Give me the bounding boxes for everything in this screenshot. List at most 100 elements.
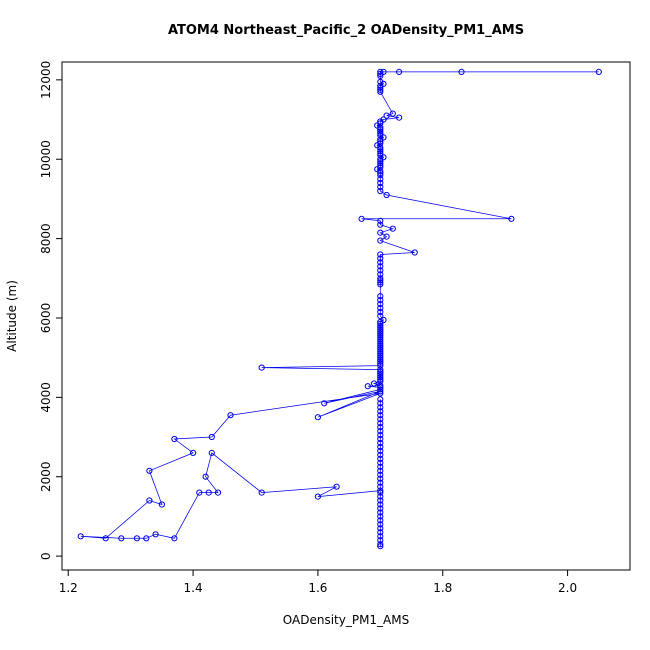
- data-point: [377, 84, 384, 91]
- data-point: [377, 443, 384, 451]
- data-point: [377, 326, 384, 333]
- data-line-series: [80, 71, 599, 547]
- data-point: [377, 338, 384, 345]
- data-point: [171, 535, 178, 542]
- data-point: [377, 336, 384, 343]
- data-point: [377, 334, 384, 341]
- data-point: [377, 483, 384, 490]
- data-point: [377, 489, 384, 496]
- data-point: [377, 366, 384, 373]
- y-axis-label: Altitude (m): [5, 280, 19, 352]
- data-point: [258, 364, 265, 371]
- data-point: [396, 114, 403, 121]
- data-point: [377, 118, 384, 125]
- data-point: [377, 374, 384, 381]
- data-point: [377, 140, 384, 147]
- data-point: [377, 455, 384, 462]
- data-point: [190, 449, 197, 456]
- data-point: [377, 297, 384, 304]
- data-point: [196, 489, 203, 496]
- data-point: [377, 322, 384, 329]
- data-point: [377, 305, 384, 312]
- data-point: [377, 144, 384, 151]
- data-point: [377, 356, 384, 363]
- data-point: [377, 183, 384, 191]
- data-point: [377, 330, 384, 337]
- data-point: [374, 166, 381, 173]
- data-point: [377, 255, 384, 262]
- x-tick-label: 1.2: [59, 581, 78, 595]
- data-point: [377, 358, 384, 365]
- data-point: [377, 408, 384, 415]
- data-point: [380, 80, 387, 87]
- data-point: [396, 68, 403, 76]
- data-point: [377, 543, 384, 550]
- data-point: [377, 493, 384, 500]
- data-point: [374, 122, 381, 129]
- y-tick-label: 0: [39, 552, 53, 560]
- data-point: [380, 116, 387, 123]
- data-point: [364, 383, 371, 390]
- y-tick-label: 6000: [39, 303, 53, 334]
- data-point: [377, 271, 384, 278]
- data-point: [377, 176, 384, 183]
- data-point: [377, 370, 384, 377]
- data-point: [377, 386, 384, 393]
- data-point: [383, 112, 390, 119]
- data-point: [377, 120, 384, 127]
- data-point: [377, 130, 384, 137]
- data-point: [371, 380, 378, 387]
- data-point: [377, 424, 384, 431]
- data-point: [377, 435, 384, 443]
- data-point: [377, 525, 384, 532]
- data-point: [146, 497, 153, 504]
- data-point: [377, 88, 384, 95]
- data-point: [377, 320, 384, 327]
- data-point: [377, 346, 384, 353]
- plot-area: [61, 61, 631, 571]
- data-point: [102, 535, 109, 542]
- data-point: [377, 172, 384, 179]
- data-point: [202, 473, 209, 480]
- data-point: [377, 301, 384, 308]
- data-point: [377, 487, 384, 494]
- data-point: [258, 489, 265, 496]
- data-point: [458, 68, 465, 76]
- data-point: [377, 158, 384, 165]
- data-point: [383, 191, 390, 199]
- y-tick-label: 4000: [39, 382, 53, 413]
- x-tick-label: 1.6: [308, 581, 327, 595]
- data-point: [143, 535, 150, 542]
- data-point: [377, 275, 384, 282]
- data-point: [77, 533, 84, 540]
- data-point: [377, 148, 384, 155]
- data-point: [377, 505, 384, 512]
- data-point: [380, 154, 387, 161]
- data-point: [389, 110, 396, 117]
- data-point: [377, 132, 384, 139]
- data-point: [377, 86, 384, 93]
- data-point: [377, 229, 384, 236]
- data-point: [377, 412, 384, 419]
- data-point: [377, 541, 384, 548]
- y-tick-label: 2000: [39, 461, 53, 492]
- data-point: [377, 479, 384, 486]
- data-point: [377, 384, 384, 391]
- data-point: [389, 225, 396, 232]
- data-point: [377, 501, 384, 508]
- data-point: [377, 362, 384, 369]
- profile-line: [80, 71, 599, 547]
- data-point: [152, 531, 159, 538]
- data-point: [377, 164, 384, 171]
- data-point: [377, 168, 384, 175]
- data-point: [377, 513, 384, 520]
- data-point: [377, 352, 384, 359]
- data-point: [377, 70, 384, 78]
- data-point: [377, 251, 384, 258]
- data-point: [377, 170, 384, 177]
- data-point: [377, 128, 384, 135]
- data-point: [377, 324, 384, 331]
- data-point: [377, 463, 384, 470]
- data-point: [377, 162, 384, 169]
